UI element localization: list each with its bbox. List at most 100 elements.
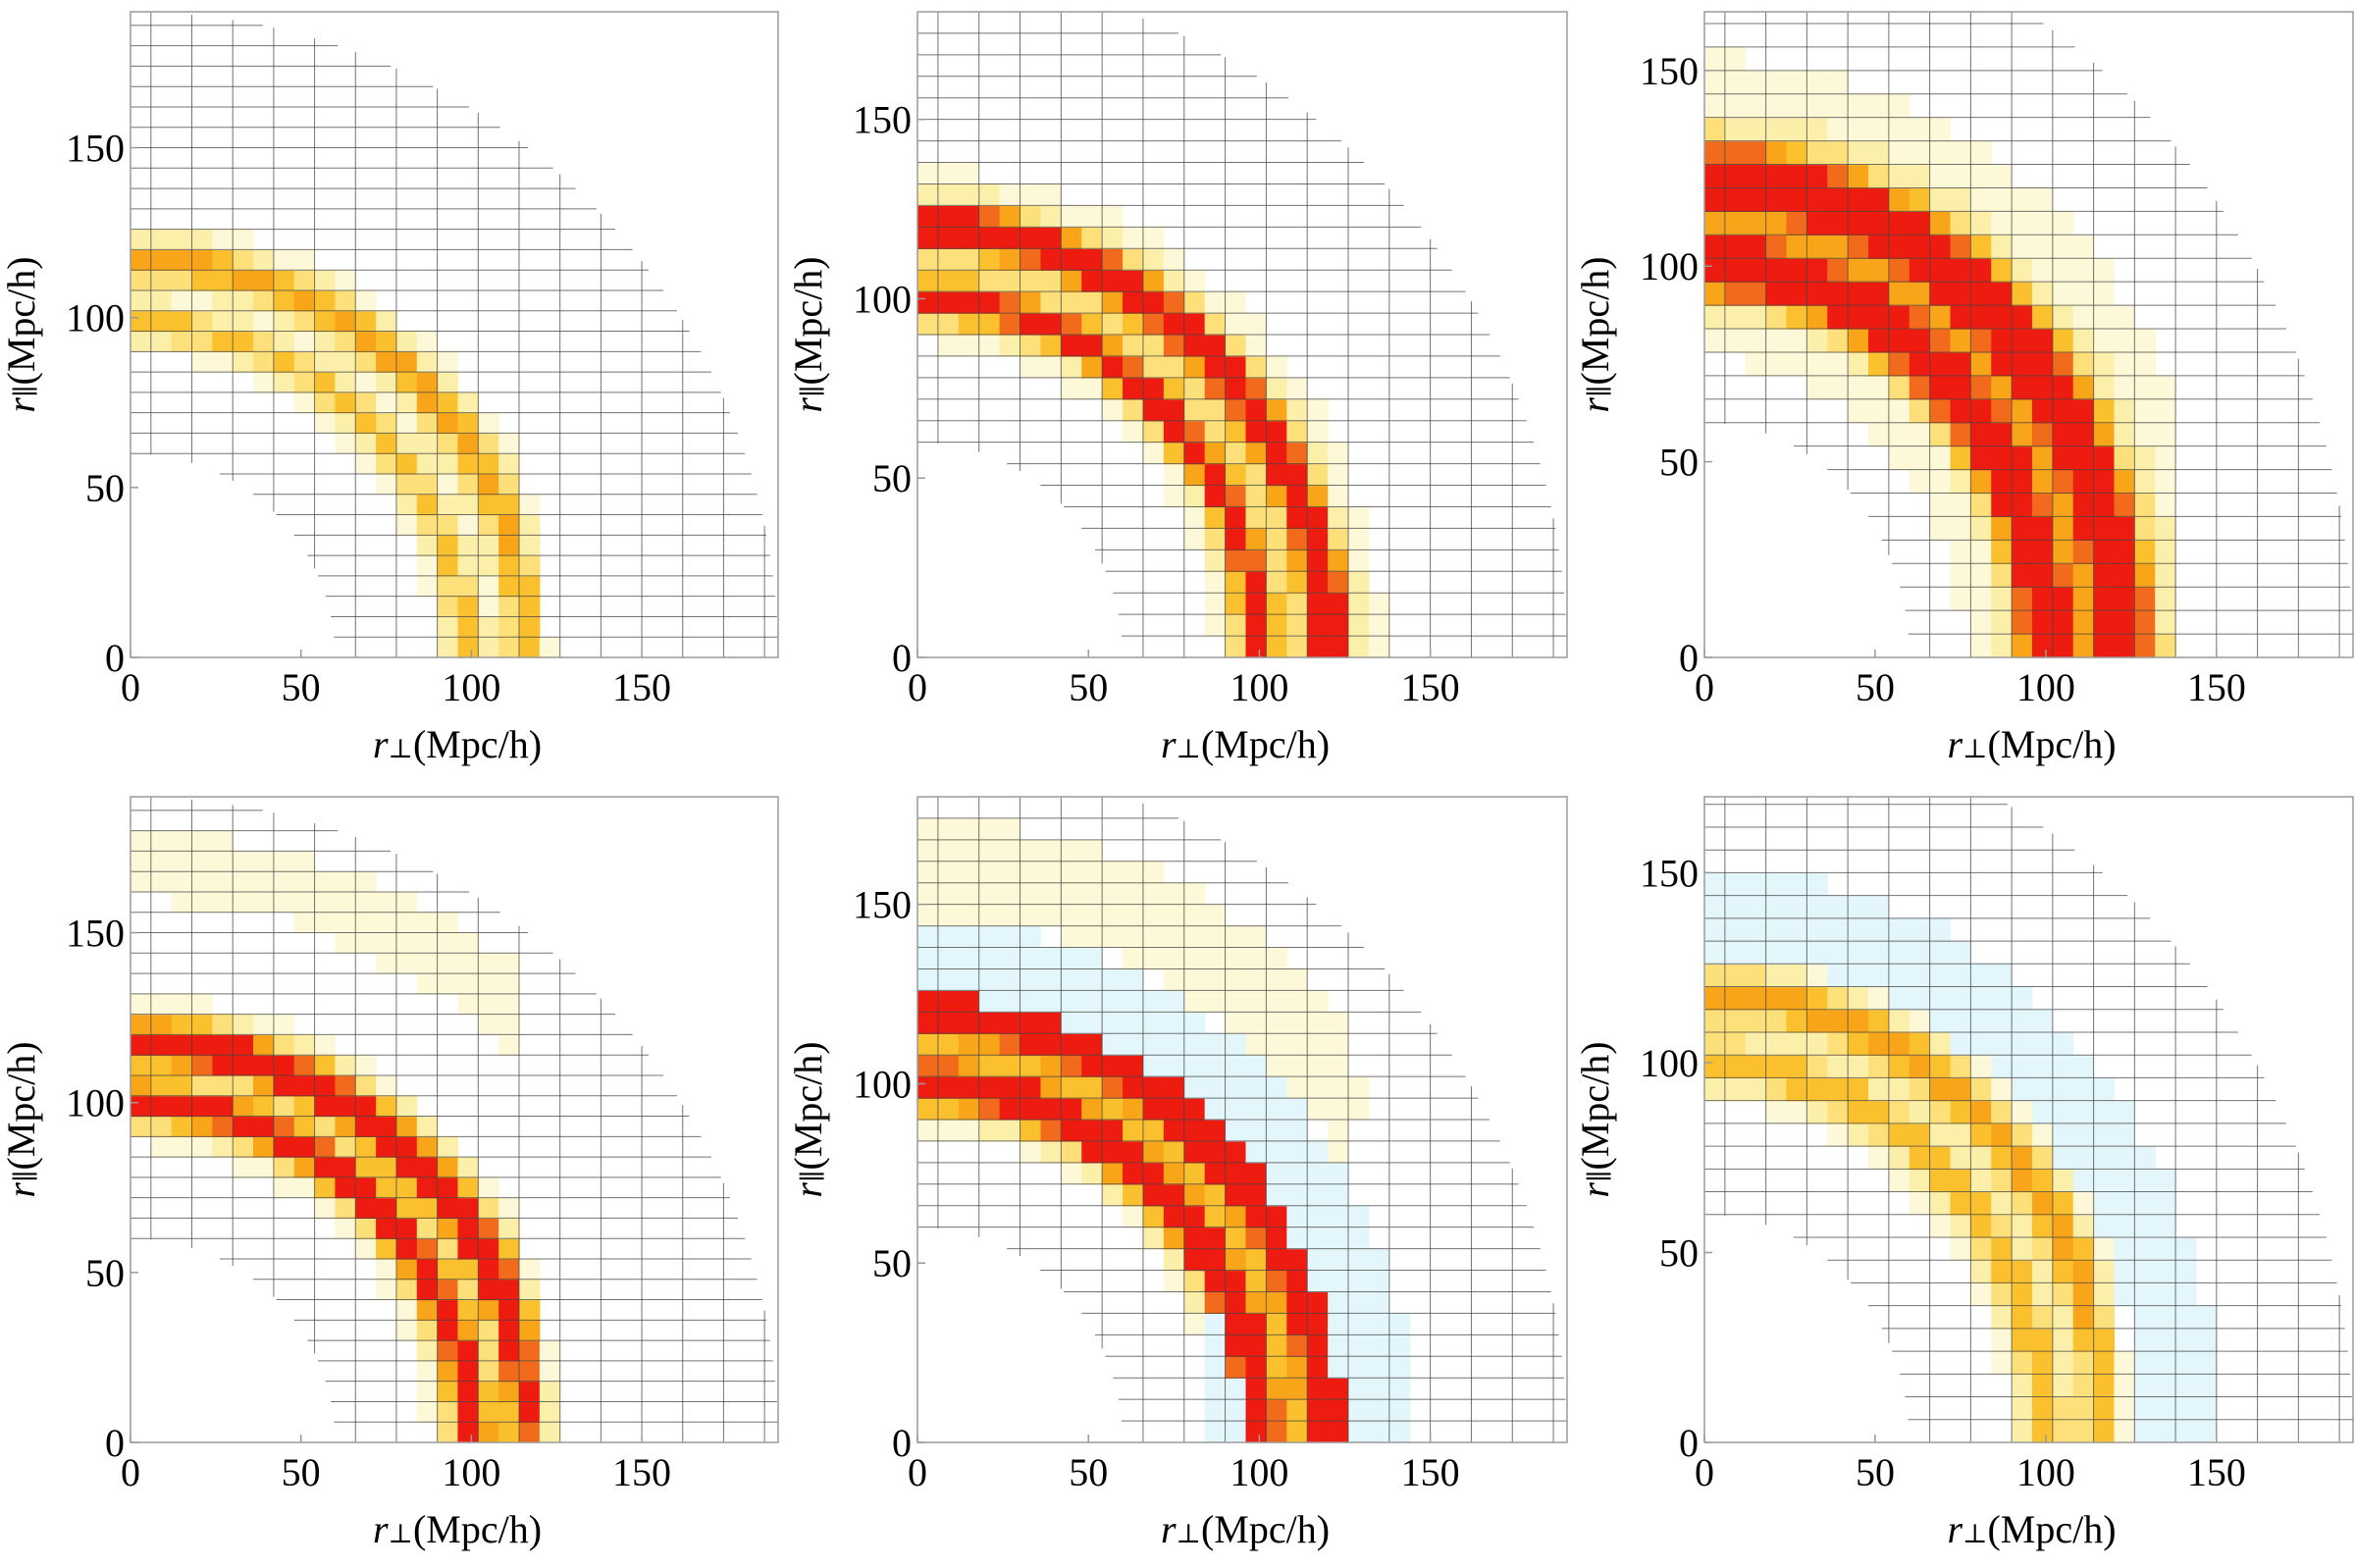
plot-frame [916, 796, 1568, 1443]
heatmap-cell [937, 205, 960, 228]
heatmap-cell [395, 351, 418, 373]
heatmap-cell [1806, 895, 1828, 919]
heatmap-cell [273, 1055, 295, 1076]
heatmap-cell [2012, 1191, 2033, 1216]
heatmap-cell [1204, 1227, 1227, 1250]
heatmap-cell [212, 851, 234, 872]
heatmap-cell [1867, 941, 1890, 965]
heatmap-cell [2031, 258, 2054, 283]
heatmap-cell [1786, 258, 1807, 283]
heatmap-cell [1204, 485, 1227, 508]
heatmap-cell [1867, 211, 1890, 235]
heatmap-cell [1328, 1227, 1349, 1250]
heatmap-cell [437, 1197, 459, 1220]
heatmap-cell [1286, 528, 1308, 550]
heatmap-cell [1970, 563, 1992, 588]
heatmap-cell [457, 1401, 479, 1423]
heatmap-cell [958, 313, 980, 336]
heatmap-cell [1848, 1123, 1869, 1147]
heatmap-cell [1745, 986, 1767, 1011]
heatmap-cell [1827, 140, 1849, 166]
heatmap-cell [273, 1074, 295, 1097]
heatmap-cell [2031, 398, 2054, 424]
heatmap-cell [2114, 1374, 2135, 1398]
heatmap-cell [1786, 164, 1807, 189]
heatmap-cell [1102, 248, 1124, 271]
heatmap-cell [1245, 1334, 1267, 1357]
heatmap-cell [2072, 1236, 2095, 1261]
heatmap-cell [2195, 1419, 2218, 1443]
y-tick-label: 0 [105, 1421, 125, 1465]
heatmap-cell [233, 1116, 254, 1137]
heatmap-cell [1081, 990, 1103, 1013]
heatmap-cell [1266, 1248, 1287, 1272]
heatmap-cell [1704, 258, 1726, 283]
heatmap-cell [1970, 1100, 1992, 1124]
heatmap-cell [1286, 398, 1308, 422]
heatmap-cell [1245, 925, 1267, 949]
heatmap-cell [1183, 1098, 1206, 1121]
heatmap-cell [1040, 1140, 1062, 1164]
heatmap-cell [2134, 1169, 2156, 1193]
heatmap-cell [1991, 1123, 2013, 1147]
heatmap-cell [1081, 1098, 1103, 1121]
heatmap-cell [1765, 187, 1788, 212]
heatmap-cell [1040, 882, 1062, 906]
heatmap-cell [1061, 1098, 1082, 1121]
heatmap-cell [1848, 941, 1869, 965]
heatmap-cell [1225, 1205, 1247, 1228]
heatmap-cell [293, 331, 316, 352]
heatmap-cell [1745, 164, 1767, 189]
heatmap-cell [150, 1136, 173, 1158]
heatmap-cell [1970, 1169, 1992, 1193]
heatmap-cell [1102, 205, 1124, 228]
heatmap-cell [1827, 895, 1849, 919]
heatmap-cell [1348, 549, 1370, 572]
heatmap-cell [1909, 117, 1931, 142]
heatmap-cell [293, 1157, 316, 1178]
heatmap-cell [1328, 1378, 1349, 1400]
heatmap-cell [1786, 1031, 1807, 1056]
heatmap-cell [1142, 313, 1165, 336]
heatmap-cell [1888, 422, 1910, 447]
heatmap-cell [1867, 329, 1890, 353]
heatmap-cell [2114, 1419, 2135, 1443]
heatmap-cell [1786, 917, 1807, 942]
heatmap-cell [171, 270, 193, 291]
heatmap-cell [395, 1157, 418, 1178]
heatmap-cell [314, 310, 337, 333]
heatmap-cell [478, 514, 499, 536]
heatmap-cell [1142, 420, 1165, 444]
heatmap-cell [1991, 1351, 2013, 1375]
x-tick-label: 100 [442, 1450, 500, 1494]
heatmap-cell [978, 248, 1001, 271]
heatmap-cell [1040, 904, 1062, 927]
heatmap-cell [1867, 375, 1890, 400]
heatmap-cell [1225, 377, 1247, 400]
heatmap-cell [1163, 355, 1185, 379]
heatmap-cell [1286, 420, 1308, 444]
heatmap-cell [1348, 1098, 1370, 1121]
x-tick-label: 50 [1856, 665, 1895, 709]
heatmap-cell [416, 1340, 439, 1362]
heatmap-cell [1102, 1012, 1124, 1034]
heatmap-cell [131, 1034, 152, 1056]
heatmap-cell [2052, 258, 2074, 283]
heatmap-cell [131, 289, 152, 312]
plot-frame [1703, 796, 2354, 1443]
heatmap-cell [335, 932, 356, 954]
heatmap-cell [1328, 593, 1349, 615]
heatmap-cell [1909, 211, 1931, 235]
heatmap-cell [478, 535, 499, 556]
heatmap-cell [2093, 493, 2116, 518]
heatmap-cell [253, 351, 275, 373]
heatmap-cell [2031, 1305, 2054, 1330]
heatmap-cell [2012, 1123, 2033, 1147]
heatmap-cell [1745, 93, 1767, 119]
heatmap-cell [999, 968, 1021, 991]
heatmap-cell [2031, 1123, 2054, 1147]
heatmap-cell [1061, 861, 1082, 884]
heatmap-cell [171, 1034, 193, 1056]
heatmap-cell [2134, 1305, 2156, 1330]
heatmap-cell [1142, 248, 1165, 271]
